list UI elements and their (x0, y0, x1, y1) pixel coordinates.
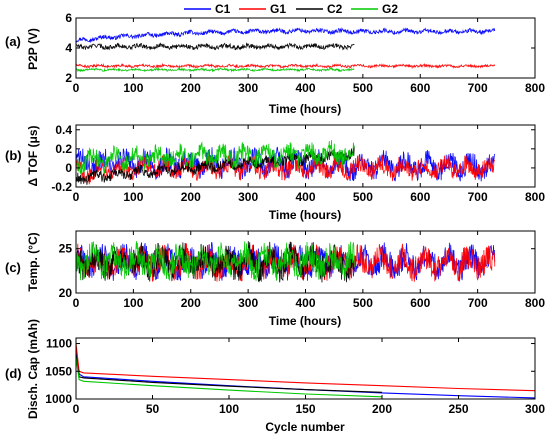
panel-d-label: (d) (5, 366, 22, 381)
plot-area (76, 343, 535, 399)
x-tick-label: 400 (295, 190, 315, 204)
panel-b: (b) Δ TOF (μs) 0 100 200 300 400 500 600 700 800… (5, 123, 545, 222)
legend-label-c1: C1 (215, 2, 231, 16)
legend-label-c2: C2 (327, 2, 343, 16)
panel-b-xlabel: Time (hours) (269, 208, 341, 222)
legend: C1 G1 C2 G2 (184, 2, 398, 16)
series-g2 (76, 140, 355, 175)
x-tick-label: 100 (219, 402, 239, 416)
series-c1 (76, 27, 496, 43)
x-tick-label: 500 (353, 81, 373, 95)
x-tick-label: 50 (146, 402, 160, 416)
series-g2 (76, 241, 355, 281)
panel-b-plot: 0 100 200 300 400 500 600 700 800-0.200.20.4 (51, 123, 545, 204)
series-c2 (76, 42, 355, 51)
panel-c-xlabel: Time (hours) (269, 314, 341, 328)
y-tick-label: -0.2 (51, 180, 72, 194)
y-tick-label: 25 (59, 242, 73, 256)
series-c2 (76, 354, 383, 393)
x-tick-label: 150 (295, 402, 315, 416)
plot-area (76, 241, 496, 283)
x-tick-label: 800 (525, 81, 545, 95)
x-tick-label: 400 (295, 296, 315, 310)
panel-d-xlabel: Cycle number (265, 420, 345, 434)
panel-a-plot: 0 100 200 300 400 500 600 700 800 2 4 6 (65, 11, 545, 95)
x-tick-label: 600 (410, 190, 430, 204)
x-tick-label: 200 (372, 402, 392, 416)
panel-a: (a) P2P (V) 0 100 200 300 400 500 600 700 800 2 4 6… (5, 11, 545, 116)
panel-d-ylabel: Disch. Cap (mAh) (26, 319, 40, 419)
panel-c-plot: 0 100 200 300 400 500 600 700 800 20 25 (59, 230, 545, 310)
y-tick-label: 0 (65, 161, 72, 175)
y-tick-label: 6 (65, 11, 72, 25)
x-tick-label: 100 (123, 81, 143, 95)
x-tick-label: 500 (353, 296, 373, 310)
panel-c-label: (c) (5, 260, 21, 275)
panel-a-ylabel: P2P (V) (26, 28, 40, 70)
x-tick-label: 300 (238, 296, 258, 310)
x-tick-label: 800 (525, 190, 545, 204)
panel-d-plot: 0 50 100 150 200 250 300 1000 1050 1100 (45, 337, 545, 416)
x-tick-label: 200 (181, 296, 201, 310)
x-tick-label: 600 (410, 81, 430, 95)
panel-c-ylabel: Temp. (°C) (26, 232, 40, 291)
x-tick-label: 0 (73, 81, 80, 95)
x-tick-label: 700 (468, 81, 488, 95)
panel-a-label: (a) (5, 34, 21, 49)
panel-b-label: (b) (5, 148, 22, 163)
x-tick-label: 250 (448, 402, 468, 416)
x-tick-label: 200 (181, 190, 201, 204)
y-tick-label: 0.2 (55, 142, 72, 156)
y-tick-label: 20 (59, 286, 73, 300)
y-tick-label: 1050 (45, 364, 72, 378)
x-tick-label: 300 (238, 81, 258, 95)
plot-area (76, 27, 496, 73)
x-tick-label: 100 (123, 296, 143, 310)
y-tick-label: 1100 (46, 337, 72, 351)
legend-label-g1: G1 (270, 2, 286, 16)
x-tick-label: 300 (238, 190, 258, 204)
y-tick-label: 0.4 (55, 123, 72, 137)
panel-a-xlabel: Time (hours) (269, 102, 341, 116)
series-g1 (76, 343, 535, 392)
y-tick-label: 1000 (45, 392, 72, 406)
series-g2 (76, 357, 383, 398)
x-tick-label: 300 (525, 402, 545, 416)
x-tick-label: 600 (410, 296, 430, 310)
series-g2 (76, 66, 355, 73)
y-tick-label: 4 (65, 41, 72, 55)
x-tick-label: 0 (73, 402, 80, 416)
series-c2 (76, 146, 355, 185)
x-tick-label: 200 (181, 81, 201, 95)
series-c1 (76, 349, 535, 399)
x-tick-label: 0 (73, 190, 80, 204)
panel-b-ylabel: Δ TOF (μs) (26, 125, 40, 186)
x-tick-label: 400 (295, 81, 315, 95)
x-tick-label: 700 (468, 296, 488, 310)
panel-d: (d) Disch. Cap (mAh) 0 50 100 150 200 250 300 1… (5, 319, 545, 434)
legend-label-g2: G2 (382, 2, 398, 16)
plot-area (76, 140, 496, 185)
x-tick-label: 0 (73, 296, 80, 310)
x-tick-label: 800 (525, 296, 545, 310)
y-tick-label: 2 (65, 71, 72, 85)
series-g1 (76, 62, 496, 70)
panel-c: (c) Temp. (°C) 0 100 200 300 400 500 600 700 800… (5, 230, 545, 328)
x-tick-label: 700 (468, 190, 488, 204)
x-tick-label: 500 (353, 190, 373, 204)
x-tick-label: 100 (123, 190, 143, 204)
